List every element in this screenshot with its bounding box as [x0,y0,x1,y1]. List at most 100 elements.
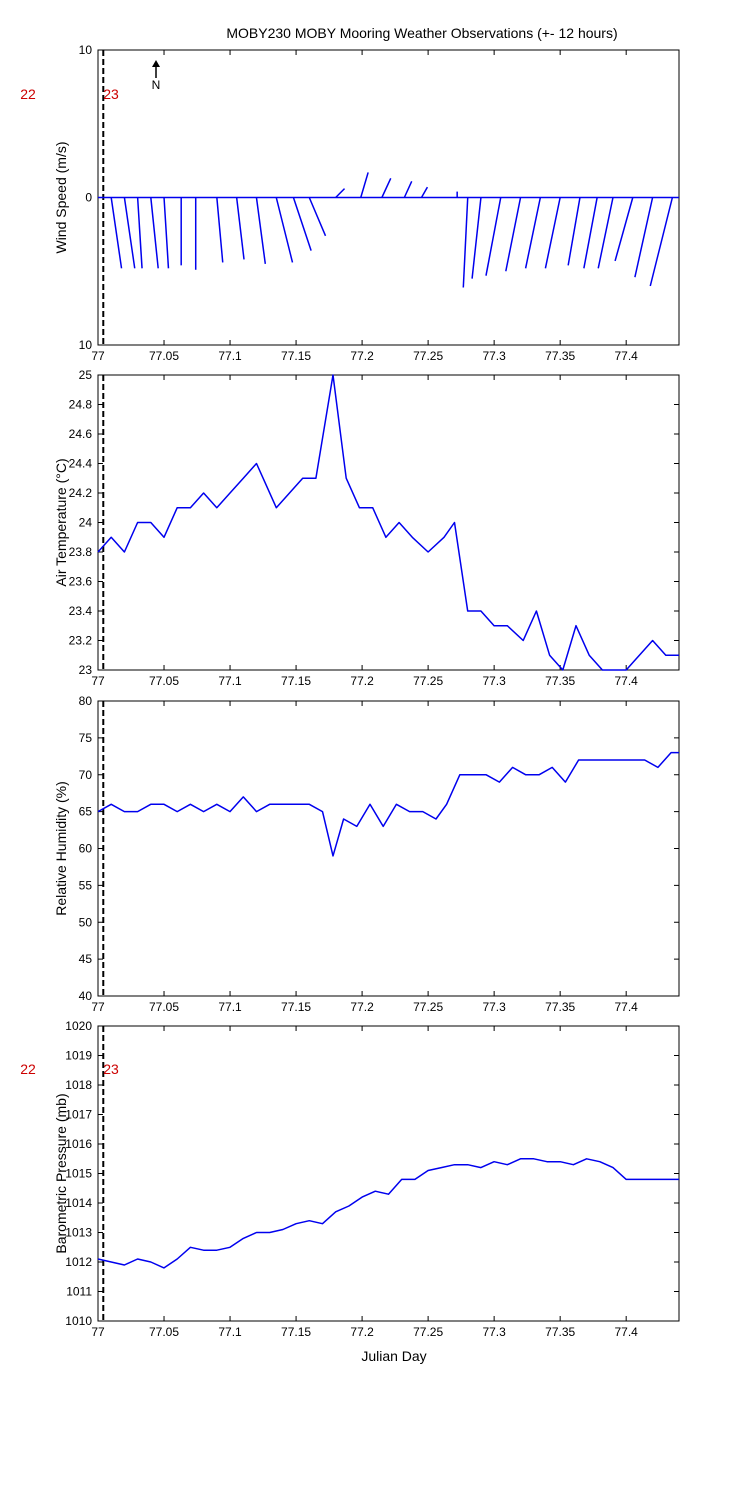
wind-vector [597,197,614,269]
y-tick-label: 24.4 [69,457,93,471]
x-tick-label: 77.35 [545,349,575,363]
y-tick-label: 0 [85,191,92,205]
x-tick-label: 77.15 [281,674,311,688]
wind-vector [420,186,429,198]
y-tick-label: 60 [79,842,93,856]
y-tick-label: 1011 [66,1285,92,1299]
figure-title: MOBY230 MOBY Mooring Weather Observation… [226,25,617,41]
wind-vector [403,180,413,198]
y-tick-label: 23 [79,663,93,677]
y-tick-label: 24.2 [69,486,93,500]
x-tick-label: 77 [91,349,105,363]
wind-vector [335,188,346,199]
panel-barometric_pressure: 77 77.05 77.1 77.15 77.2 77.25 77.3 77.35 77.4 10… [20,1019,680,1339]
y-tick-label: 55 [79,878,93,892]
y-axis-label: Relative Humidity (%) [53,781,69,916]
y-tick-label: 1018 [65,1078,92,1092]
panel-air_temperature: 77 77.05 77.1 77.15 77.2 77.25 77.3 77.35 77.4 23… [53,368,680,688]
y-tick-label: 10 [79,43,93,57]
y-tick-label: 1019 [65,1049,92,1063]
x-tick-label: 77.05 [149,349,179,363]
x-tick-label: 77.25 [413,674,443,688]
x-tick-label: 77.3 [482,1325,506,1339]
wind-vector [471,197,482,279]
panels: 77 77.05 77.1 77.15 77.2 77.25 77.3 77.35 77.4 10… [20,43,680,1339]
y-tick-label: 45 [79,952,93,966]
y-tick-label: 24.8 [69,398,93,412]
wind-vector [292,197,312,251]
north-arrow-head-icon [152,60,160,67]
wind-vector [216,197,224,263]
series-line-relative_humidity [97,751,679,857]
x-tick-label: 77.15 [281,1000,311,1014]
x-tick-label: 77.1 [218,1000,242,1014]
y-tick-label: 1017 [65,1108,92,1122]
x-tick-label: 77.1 [218,349,242,363]
x-tick-label: 77.3 [482,349,506,363]
north-label: N [152,78,161,92]
x-tick-label: 77.4 [615,1000,639,1014]
y-tick-label: 75 [79,731,93,745]
x-tick-label: 77.4 [615,674,639,688]
axes-frame [97,374,680,671]
y-axis-label: Air Temperature (°C) [53,458,69,586]
x-tick-label: 77.4 [615,1325,639,1339]
y-tick-label: 1012 [65,1255,92,1269]
wind-vector [567,197,581,266]
wind-vector [235,197,245,260]
x-tick-label: 77.2 [350,1325,374,1339]
x-tick-label: 77.05 [149,674,179,688]
y-tick-label: 70 [79,768,93,782]
y-tick-label: 25 [79,368,93,382]
wind-vector [634,197,654,278]
y-tick-label: 40 [79,989,93,1003]
x-tick-label: 77 [91,674,105,688]
y-tick-label: 24 [79,516,93,530]
y-axis-label: Barometric Pressure (mb) [53,1093,69,1253]
x-tick-label: 77.25 [413,1325,443,1339]
x-tick-label: 77.35 [545,674,575,688]
wind-vector [110,197,123,269]
y-tick-label: 80 [79,694,93,708]
y-tick-label: 50 [79,915,93,929]
y-tick-label: 1020 [65,1019,92,1033]
hour-label: 23 [103,86,119,102]
x-tick-label: 77.15 [281,1325,311,1339]
wind-vector [275,197,294,263]
y-tick-label: 23.2 [69,634,93,648]
x-axis-label: Julian Day [361,1348,426,1364]
x-tick-label: 77.05 [149,1000,179,1014]
x-tick-label: 77.35 [545,1000,575,1014]
y-tick-label: 1014 [65,1196,92,1210]
x-tick-label: 77.3 [482,1000,506,1014]
y-tick-label: 23.6 [69,575,93,589]
y-tick-label: 65 [79,805,93,819]
wind-vector [308,197,327,237]
wind-vector [649,197,674,287]
wind-vector [255,197,267,264]
x-tick-label: 77.2 [350,1000,374,1014]
wind-vector [505,197,522,272]
hour-label: 22 [20,1061,36,1077]
panel-relative_humidity: 77 77.05 77.1 77.15 77.2 77.25 77.3 77.35 77.4 40… [53,694,680,1014]
x-tick-label: 77.35 [545,1325,575,1339]
wind-vector [485,197,502,276]
wind-vector [163,197,170,269]
hour-label: 23 [103,1061,119,1077]
wind-vector [360,172,369,198]
x-tick-label: 77.05 [149,1325,179,1339]
x-tick-label: 77 [91,1000,105,1014]
hour-label: 22 [20,86,36,102]
wind-vector [136,197,143,269]
y-tick-label: 1016 [65,1137,92,1151]
wind-vector [583,197,598,269]
wind-vector [381,178,392,198]
x-tick-label: 77.2 [350,349,374,363]
y-tick-label: 23.4 [69,604,93,618]
x-tick-label: 77.4 [615,349,639,363]
wind-vector [524,197,542,269]
y-axis-label: Wind Speed (m/s) [53,141,69,253]
x-tick-label: 77.25 [413,1000,443,1014]
axes-frame [97,700,680,997]
